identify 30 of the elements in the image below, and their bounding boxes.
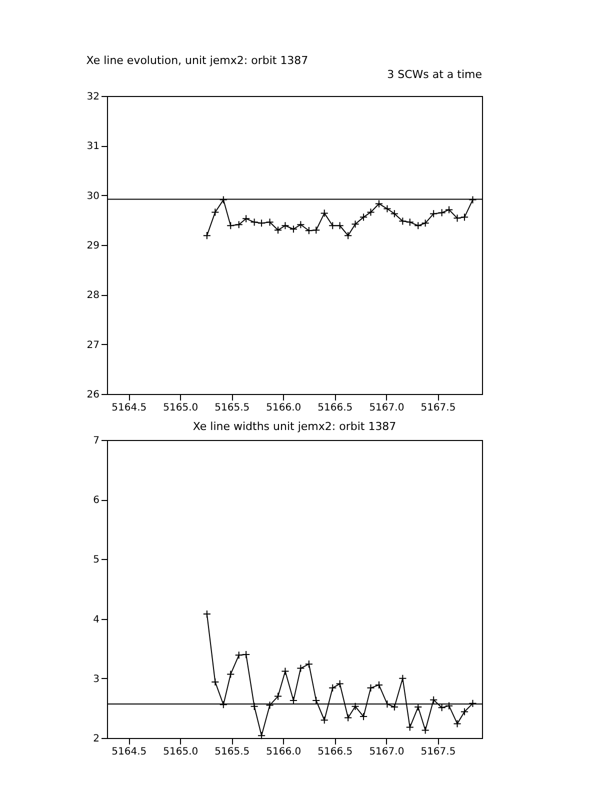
y-tick-label: 31 [86, 141, 100, 152]
chart-title: Xe line widths unit jemx2: orbit 1387 [192, 420, 396, 433]
text: 3 SCWs at a time [387, 68, 482, 81]
x-tick-label: 5165.0 [163, 402, 198, 414]
y-tick-label: 3 [93, 674, 100, 685]
y-tick-label: 7 [93, 436, 100, 446]
x-tick-label: 5165.5 [214, 402, 250, 414]
y-tick-label: 29 [86, 240, 100, 252]
x-tick-label: 5166.0 [266, 746, 302, 758]
chart-title: Xe line evolution, unit jemx2: orbit 1387 [86, 54, 308, 67]
y-tick-label: 4 [93, 614, 100, 626]
y-tick-label: 30 [86, 190, 100, 202]
y-tick-label: 2 [93, 734, 100, 744]
y-tick-label: 27 [86, 340, 100, 351]
x-tick-label: 5167.0 [369, 746, 404, 758]
y-tick-label: 32 [86, 92, 100, 102]
x-tick-label: 5164.5 [112, 746, 147, 758]
x-tick-label: 5167.0 [369, 402, 404, 414]
y-tick-label: 26 [86, 390, 100, 400]
y-tick-label: 6 [93, 495, 100, 506]
x-tick-label: 5165.0 [163, 746, 198, 758]
x-tick-label: 5166.0 [266, 402, 302, 414]
x-tick-label: 5167.5 [420, 746, 456, 758]
x-tick-label: 5167.5 [420, 402, 456, 414]
x-tick-label: 5164.5 [112, 402, 147, 414]
x-tick-label: 5165.5 [214, 746, 250, 758]
x-tick-label: 5166.5 [318, 402, 353, 414]
x-tick-label: 5166.5 [318, 746, 353, 758]
y-tick-label: 5 [93, 554, 100, 566]
y-tick-label: 28 [86, 290, 100, 302]
